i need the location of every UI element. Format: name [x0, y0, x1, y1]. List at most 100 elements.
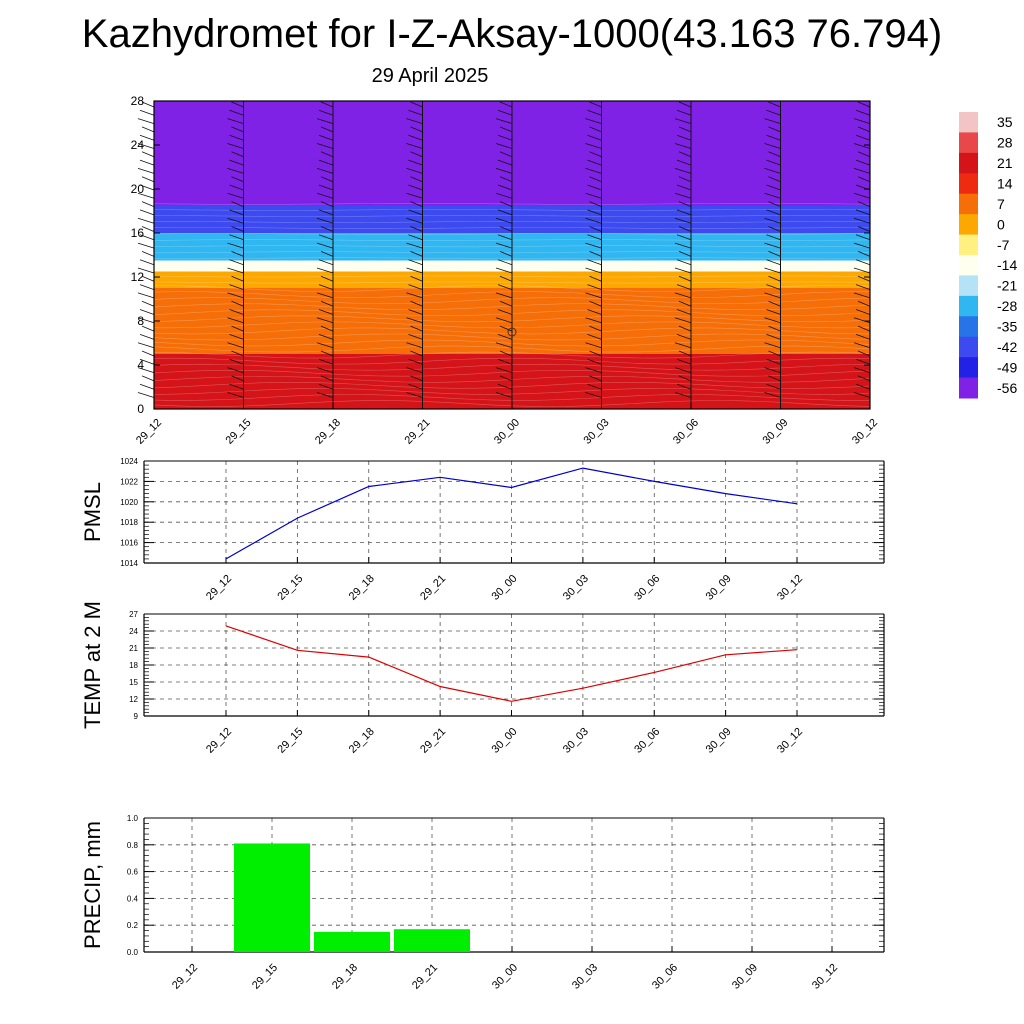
wind-barb	[766, 159, 781, 166]
wind-barb	[678, 251, 692, 257]
wind-barb	[320, 176, 334, 183]
x-tick-label: 29_18	[347, 726, 377, 756]
wind-barb	[764, 217, 781, 224]
wind-barb	[137, 267, 155, 274]
wind-barb	[227, 143, 244, 149]
colorbar-label: 21	[997, 155, 1013, 171]
x-tick-label: 30_06	[632, 573, 662, 603]
wind-barb	[678, 176, 692, 183]
wind-barb	[229, 184, 244, 191]
wind-barb	[495, 292, 513, 299]
wind-barb	[316, 118, 334, 124]
wind-barb	[497, 234, 513, 241]
y-tick-label: 21	[129, 644, 138, 653]
y-tick-label: 20	[131, 182, 145, 196]
wind-barb	[139, 134, 155, 141]
wind-barb	[495, 118, 513, 124]
wind-barb	[855, 334, 871, 340]
wind-barb	[674, 242, 692, 249]
y-tick-label: 0.8	[127, 841, 139, 850]
wind-barb	[141, 101, 155, 108]
colorbar-swatch	[959, 193, 978, 215]
wind-barb	[676, 134, 692, 141]
wind-barb	[764, 367, 781, 373]
wind-barb	[768, 251, 781, 257]
wind-barb	[137, 392, 155, 398]
wind-barb	[674, 342, 692, 349]
wind-barb	[139, 109, 155, 116]
wind-barb	[497, 184, 513, 191]
wind-barb	[141, 325, 155, 332]
x-tick-label: 30_09	[730, 962, 760, 992]
colorbar-swatch	[959, 255, 978, 276]
wind-barb	[139, 184, 155, 191]
wind-barb	[320, 325, 334, 332]
wind-barb	[495, 192, 513, 199]
colorbar-swatch	[959, 316, 978, 338]
wind-barb	[676, 383, 692, 390]
x-tick-label: 30_00	[490, 962, 520, 992]
wind-barb	[589, 275, 602, 282]
wind-barb	[410, 151, 423, 158]
wind-barb	[497, 159, 513, 166]
wind-barb	[857, 251, 871, 257]
y-tick-label: 24	[129, 627, 138, 636]
wind-barb	[855, 209, 871, 216]
calm-wind-marker	[507, 327, 517, 337]
x-tick-label: 30_03	[582, 417, 612, 447]
wind-barb	[318, 383, 334, 390]
wind-barb	[853, 367, 871, 373]
x-tick-label: 29_21	[410, 962, 440, 992]
y-tick-label: 1014	[120, 559, 138, 568]
wind-barb	[320, 300, 334, 307]
wind-barb	[857, 101, 871, 108]
wind-barb	[497, 209, 513, 216]
wind-barb	[853, 317, 871, 324]
wind-barb	[497, 259, 513, 266]
wind-barb	[231, 151, 244, 158]
wind-barb	[499, 201, 513, 207]
wind-barb	[227, 392, 244, 398]
wind-barb	[231, 176, 244, 183]
wind-barb	[853, 143, 871, 149]
wind-barb	[141, 275, 155, 282]
wind-barb	[585, 342, 602, 349]
wind-barb	[410, 350, 423, 357]
colorbar-label: 35	[997, 114, 1013, 130]
wind-barb	[497, 383, 513, 390]
colorbar-swatch	[959, 377, 978, 399]
pmsl-series-line	[225, 467, 798, 560]
wind-barb	[857, 300, 871, 307]
wind-barb	[585, 217, 602, 224]
wind-barb	[316, 367, 334, 373]
x-tick-label: 30_03	[561, 726, 591, 756]
wind-barb	[137, 292, 155, 299]
x-tick-label: 30_06	[650, 962, 680, 992]
y-tick-label: 15	[129, 678, 138, 687]
wind-barb	[589, 226, 602, 232]
wind-barb	[320, 201, 334, 207]
wind-barb	[406, 317, 423, 324]
wind-barb	[589, 201, 602, 207]
wind-barb	[495, 267, 513, 274]
wind-barb	[499, 151, 513, 158]
wind-barb	[674, 192, 692, 199]
wind-barb	[766, 358, 781, 365]
x-tick-label: 30_00	[490, 726, 520, 756]
wind-barb	[676, 358, 692, 365]
wind-barb	[227, 367, 244, 373]
colorbar-label: 28	[997, 135, 1013, 151]
wind-barb	[229, 259, 244, 266]
wind-barb	[676, 184, 692, 191]
wind-barb	[853, 118, 871, 124]
wind-barb	[231, 375, 244, 382]
wind-barb	[585, 267, 602, 274]
wind-barb	[229, 234, 244, 241]
wind-barb	[855, 358, 871, 365]
wind-barb	[499, 176, 513, 183]
wind-barb	[141, 350, 155, 357]
y-tick-label: 12	[129, 695, 138, 704]
wind-barb	[678, 325, 692, 332]
colorbar-swatch	[959, 295, 978, 317]
wind-barb	[676, 159, 692, 166]
